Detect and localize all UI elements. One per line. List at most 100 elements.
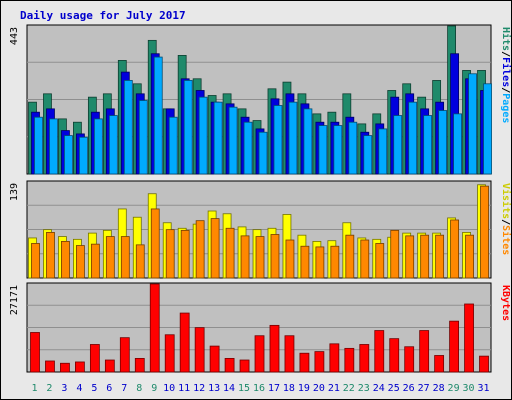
legend-entry: Hits <box>500 27 512 51</box>
bar-kbytes-day-30 <box>464 303 474 373</box>
bar-kbytes-day-5 <box>89 344 100 373</box>
day-label: 7 <box>121 383 127 394</box>
day-label: 27 <box>418 383 430 394</box>
panel-legend: Hits/Files/Pages <box>500 27 512 123</box>
day-label: 3 <box>61 383 67 394</box>
bar-sites-day-27 <box>420 234 430 279</box>
bar-pages-day-2 <box>49 118 58 175</box>
bar-sites-day-3 <box>61 240 70 279</box>
bar-kbytes-day-27 <box>419 330 430 373</box>
bar-kbytes-day-18 <box>284 335 295 373</box>
day-label: 21 <box>328 383 340 394</box>
panel-kbytes: 27171 KBytes <box>9 282 511 373</box>
day-label: 1 <box>31 383 37 394</box>
bar-kbytes-day-1 <box>30 332 40 373</box>
panel-legend: KBytes <box>500 285 511 321</box>
bar-pages-day-11 <box>183 80 193 175</box>
series-kbytes <box>30 283 489 373</box>
bar-pages-day-19 <box>303 108 313 175</box>
day-label: 19 <box>298 383 310 394</box>
legend-entry: / <box>500 51 511 57</box>
day-axis-labels: 1 2 3 4 5 6 7 8 9 10 11 12 13 14 15 16 17 18 19 20 21 22 23 24 2… <box>31 383 489 394</box>
bar-kbytes-day-19 <box>299 352 310 373</box>
bar-kbytes-day-4 <box>75 361 85 373</box>
bar-sites-day-26 <box>405 235 415 279</box>
bar-sites-day-21 <box>330 245 340 279</box>
bar-sites-day-29 <box>450 219 459 279</box>
bar-kbytes-day-23 <box>359 344 370 373</box>
bar-sites-day-4 <box>76 245 85 279</box>
day-label: 13 <box>208 383 220 394</box>
bar-pages-day-15 <box>243 121 253 175</box>
bar-sites-day-1 <box>31 243 40 279</box>
panel-visits-sites: 139 Visits/Sites <box>9 180 512 279</box>
bar-sites-day-19 <box>300 245 310 279</box>
legend-entry: Visits <box>500 183 512 219</box>
bar-pages-day-14 <box>228 106 238 175</box>
panel-legend: Visits/Sites <box>500 183 512 255</box>
bar-pages-day-16 <box>258 131 268 175</box>
legend-entry: Sites <box>500 225 512 255</box>
bar-sites-day-9 <box>150 208 160 279</box>
day-label: 18 <box>283 383 295 394</box>
bar-kbytes-day-13 <box>209 345 220 373</box>
day-label: 10 <box>163 383 175 394</box>
bar-pages-day-17 <box>273 105 283 175</box>
day-label: 22 <box>343 383 355 394</box>
bar-pages-day-5 <box>93 118 103 175</box>
bar-pages-day-8 <box>138 100 148 175</box>
bar-sites-day-6 <box>105 236 115 279</box>
bar-pages-day-21 <box>333 125 343 175</box>
bar-pages-day-25 <box>393 115 403 175</box>
day-label: 5 <box>91 383 97 394</box>
day-label: 11 <box>178 383 190 394</box>
bar-sites-day-15 <box>240 235 250 279</box>
bar-kbytes-day-26 <box>404 346 415 373</box>
bar-sites-day-13 <box>210 218 220 279</box>
bar-pages-day-9 <box>153 56 163 175</box>
bar-pages-day-22 <box>348 121 358 175</box>
day-label: 29 <box>448 383 460 394</box>
bar-sites-day-16 <box>255 236 265 279</box>
bar-kbytes-day-14 <box>224 357 235 373</box>
bar-sites-day-8 <box>135 244 145 279</box>
bar-sites-day-14 <box>225 227 235 279</box>
bar-pages-day-12 <box>198 96 208 175</box>
legend-entry: Pages <box>500 93 511 123</box>
chart-title: Daily usage for July 2017 <box>20 9 186 22</box>
bar-pages-day-13 <box>213 101 223 175</box>
panel-max-label: 139 <box>9 183 20 201</box>
bar-sites-day-17 <box>270 234 280 279</box>
bar-kbytes-day-10 <box>164 334 175 373</box>
panel-hits-files-pages: 443 Hits/Files/Pages <box>9 24 512 175</box>
bar-sites-day-5 <box>90 243 100 279</box>
bar-pages-day-7 <box>123 80 133 175</box>
day-label: 26 <box>403 383 415 394</box>
legend-entry: / <box>500 87 511 93</box>
bar-kbytes-day-22 <box>344 347 355 373</box>
bar-kbytes-day-24 <box>374 330 385 373</box>
day-label: 23 <box>358 383 370 394</box>
bar-sites-day-25 <box>390 229 400 279</box>
bar-pages-day-31 <box>483 83 492 175</box>
bar-kbytes-day-16 <box>254 335 265 373</box>
bar-kbytes-day-12 <box>194 327 205 373</box>
bar-pages-day-6 <box>108 115 118 175</box>
bar-sites-day-24 <box>375 243 385 279</box>
bar-kbytes-day-6 <box>104 359 115 373</box>
bar-kbytes-day-9 <box>149 283 160 373</box>
legend-entry: / <box>500 219 511 225</box>
day-label: 2 <box>46 383 52 394</box>
legend-entry: Files <box>500 57 512 87</box>
bar-pages-day-28 <box>438 110 448 175</box>
bar-pages-day-27 <box>423 115 433 175</box>
bar-kbytes-day-8 <box>134 357 145 373</box>
day-label: 6 <box>106 383 112 394</box>
bar-kbytes-day-21 <box>329 343 340 373</box>
bar-kbytes-day-17 <box>269 324 280 373</box>
bar-kbytes-day-3 <box>60 362 70 373</box>
day-label: 9 <box>151 383 157 394</box>
bar-pages-day-26 <box>408 101 418 175</box>
bar-sites-day-2 <box>46 232 55 279</box>
